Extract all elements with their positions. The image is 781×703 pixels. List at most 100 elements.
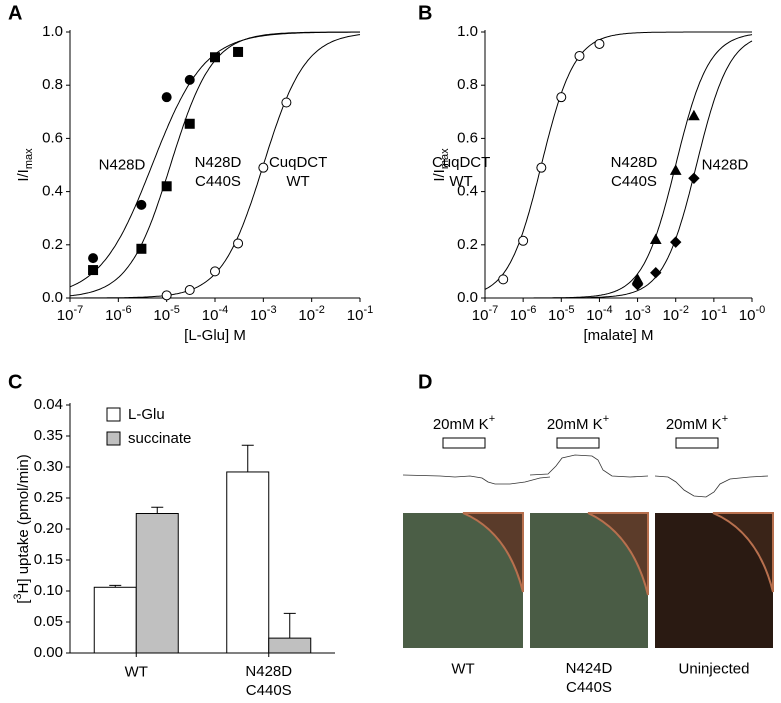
x-tick-label: 10-1 [347,304,373,324]
pulse-box [675,437,719,449]
panel-letter: C [8,371,22,393]
x-tick-label: 10-0 [739,304,765,324]
pulse-label: 20mM K+ [666,413,728,433]
point [631,278,644,291]
y-tick-label: 0.20 [34,520,63,537]
x-tick-label: 10-2 [298,304,324,324]
x-tick-label: 10-1 [701,304,727,324]
y-tick-label: 0.0 [457,289,478,306]
bar [226,471,270,654]
error-bar [283,612,296,639]
point [210,52,220,63]
point [574,50,585,61]
x-tick-label: 10-7 [57,304,83,324]
annotation: N428D [98,156,146,174]
point [594,38,605,49]
micrograph-rim [712,512,774,593]
x-axis-label: [malate] M [583,327,653,344]
bar [135,513,179,654]
point [670,236,682,248]
point [233,46,244,57]
x-tick-label: 10-5 [548,304,574,324]
point [161,181,172,192]
y-tick-label: 0.0 [42,289,63,306]
x-tick-label: 10-7 [472,304,498,324]
point [88,265,99,276]
legend-swatch [106,407,121,422]
point [233,238,244,249]
trace [654,475,769,498]
point [161,290,172,301]
y-tick-label: 0.6 [457,129,478,146]
point [258,162,269,173]
trace [529,454,649,478]
y-tick-label: 0.05 [34,613,63,630]
micrograph-rim [462,512,524,593]
annotation: CuqDCT WT [431,154,491,190]
point [184,118,195,129]
y-axis-label: I/Imax [15,148,35,182]
micrograph-rim [587,512,649,596]
y-tick-label: 0.15 [34,551,63,568]
point [518,235,529,246]
annotation: N428D C440S [610,154,658,190]
y-tick-label: 0.8 [42,76,63,93]
y-tick-label: 0.04 [34,396,63,413]
point [650,267,662,279]
y-tick-label: 0.10 [34,582,63,599]
traces [402,454,769,498]
point [88,253,99,264]
bar [268,637,312,654]
x-tick-label: N428D C440S [245,663,293,699]
panel-letter: A [8,2,22,24]
y-tick-label: 0.2 [42,236,63,253]
y-tick-label: 0.4 [42,183,63,200]
y-tick-label: 0.2 [457,236,478,253]
error-bar [151,506,164,514]
error-bar [109,584,122,588]
fit-curve [485,40,753,299]
image-label: WT [451,660,475,678]
x-tick-label: 10-2 [662,304,688,324]
panel-letter: B [418,2,432,24]
y-tick-label: 1.0 [42,23,63,40]
legend-label: succinate [128,430,191,447]
point [281,97,292,108]
panel-letter: D [418,371,432,393]
y-axis-label: [3H] uptake (pmol/min) [12,454,32,604]
bar [93,586,137,654]
point [669,164,682,175]
legend-label: L-Glu [128,406,165,423]
point [498,274,509,285]
annotation: N428D C440S [194,154,242,190]
y-tick-label: 0.8 [457,76,478,93]
point [136,243,147,254]
y-tick-label: 0.35 [34,427,63,444]
micrographs [403,512,774,648]
pulse-label: 20mM K+ [547,413,609,433]
trace [402,474,551,485]
y-tick-label: 0.6 [42,129,63,146]
fit-curve [484,31,752,290]
x-tick-label: WT [124,663,148,681]
point [649,233,662,244]
pulse-label: 20mM K+ [433,413,495,433]
point [688,172,700,185]
y-tick-label: 0.4 [457,183,478,200]
y-tick-label: 0.25 [34,489,63,506]
point [556,92,567,103]
x-tick-label: 10-6 [105,304,131,324]
point [536,162,547,173]
point [688,109,700,121]
x-axis-label: [L-Glu] M [184,327,246,344]
x-tick-label: 10-6 [510,304,536,324]
y-tick-label: 0.30 [34,458,63,475]
point [161,92,172,103]
annotation: N428D [701,156,749,174]
pulse-box [556,437,600,449]
x-tick-label: 10-3 [250,304,276,324]
image-label: N424D C440S [565,660,613,696]
legend-swatch [106,431,121,446]
